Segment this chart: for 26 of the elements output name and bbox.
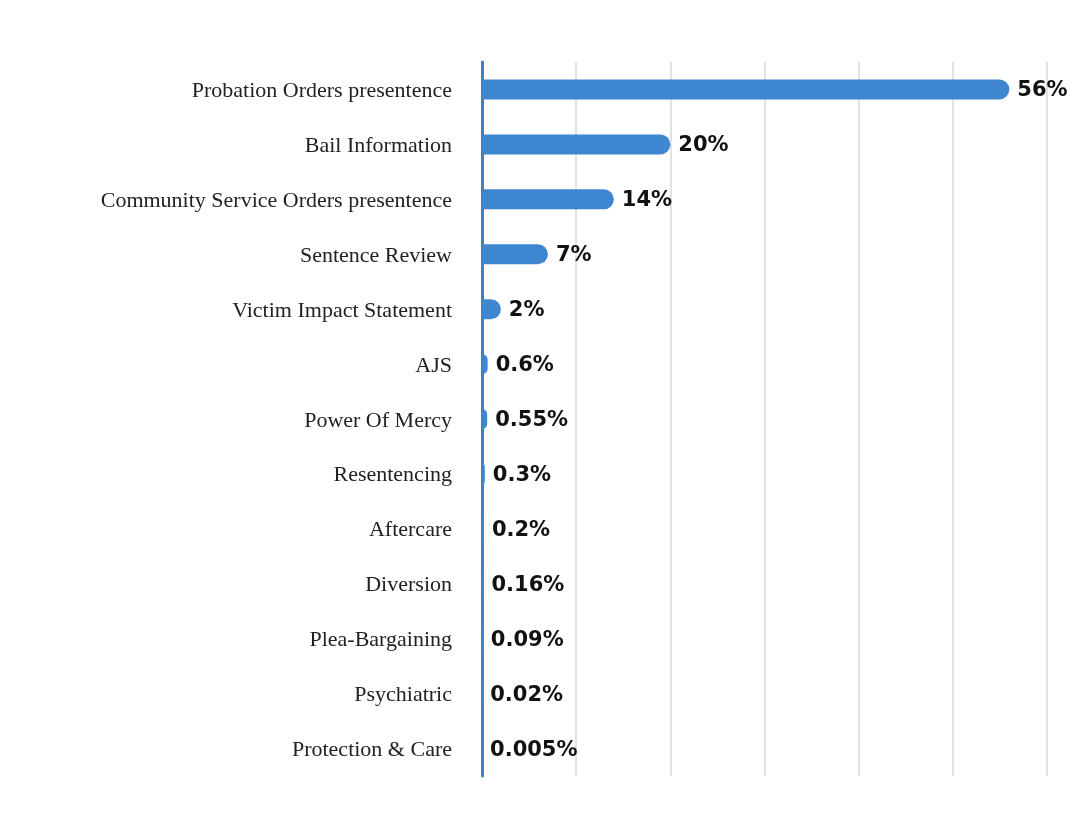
- data-label: 7%: [555, 242, 592, 267]
- y-tick-label: Psychiatric: [354, 681, 453, 707]
- y-tick-label: Diversion: [365, 571, 452, 597]
- y-tick-label: Community Service Orders presentence: [100, 186, 452, 212]
- y-tick-label: AJS: [415, 351, 452, 377]
- data-label: 0.02%: [490, 681, 564, 706]
- y-tick-label: Aftercare: [368, 516, 452, 542]
- y-tick-label: Bail Information: [304, 131, 452, 157]
- data-label: 0.09%: [490, 626, 564, 651]
- data-label: 14%: [621, 187, 673, 212]
- y-tick-label: Probation Orders presentence: [191, 76, 452, 102]
- data-label: 20%: [678, 132, 729, 157]
- data-label: 0.55%: [495, 407, 569, 431]
- data-label: 0.16%: [491, 571, 565, 596]
- data-label: 0.3%: [492, 461, 552, 486]
- y-tick-label: Resentencing: [333, 461, 452, 487]
- data-label: 0.6%: [495, 352, 554, 377]
- data-label: 2%: [508, 297, 545, 322]
- data-label: 56%: [1017, 77, 1068, 102]
- y-tick-label: Sentence Review: [299, 241, 453, 267]
- data-label: 0.2%: [491, 516, 551, 541]
- y-tick-label: Plea-Bargaining: [309, 626, 452, 652]
- y-tick-label: Power Of Mercy: [304, 406, 452, 432]
- data-label: 0.005%: [490, 736, 578, 761]
- y-tick-label: Protection & Care: [291, 736, 452, 762]
- y-tick-label: Victim Impact Statement: [232, 296, 452, 322]
